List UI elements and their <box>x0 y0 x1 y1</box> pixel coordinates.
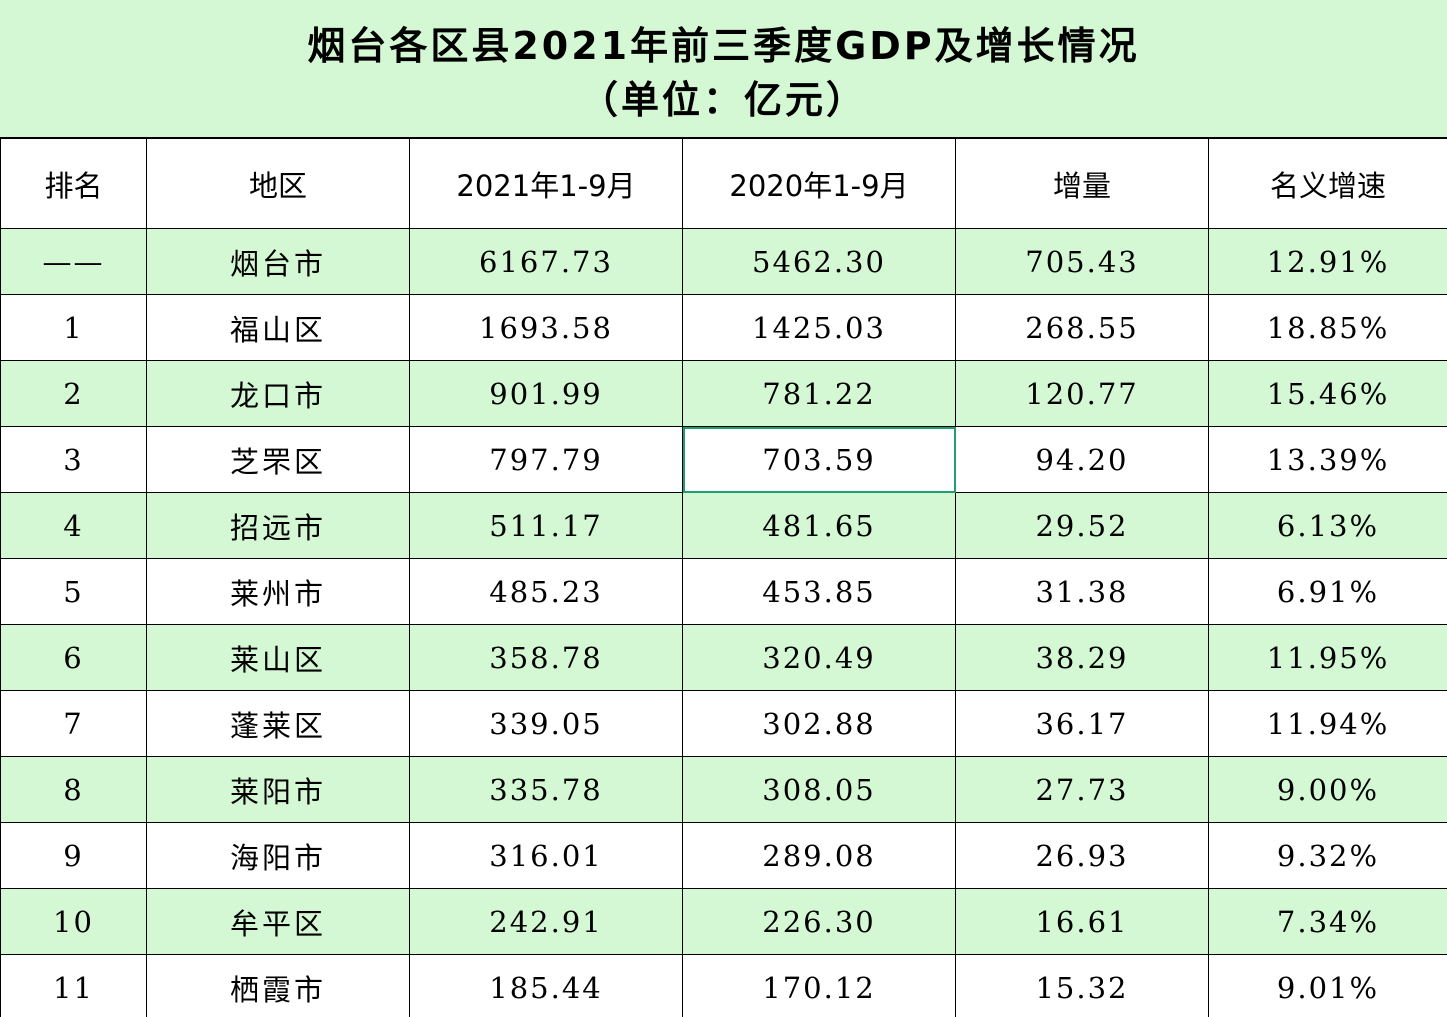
cell-region[interactable]: 莱州市 <box>146 558 410 625</box>
table-row: 7 蓬莱区 339.05 302.88 36.17 11.94% <box>0 690 1447 757</box>
cell-growth[interactable]: 9.01% <box>1208 954 1447 1017</box>
cell-growth[interactable]: 6.13% <box>1208 492 1447 559</box>
table-row: 9 海阳市 316.01 289.08 26.93 9.32% <box>0 822 1447 889</box>
header-growth[interactable]: 名义增速 <box>1208 138 1447 229</box>
cell-region[interactable]: 招远市 <box>146 492 410 559</box>
cell-region[interactable]: 栖霞市 <box>146 954 410 1017</box>
cell-rank[interactable]: 7 <box>0 690 147 757</box>
cell-2021[interactable]: 358.78 <box>409 624 683 691</box>
cell-region[interactable]: 莱山区 <box>146 624 410 691</box>
cell-increase[interactable]: 94.20 <box>955 426 1209 493</box>
cell-increase[interactable]: 27.73 <box>955 756 1209 823</box>
selected-cell-2020[interactable]: 703.59 <box>682 426 956 493</box>
table-row: —— 烟台市 6167.73 5462.30 705.43 12.91% <box>0 228 1447 295</box>
cell-2021[interactable]: 339.05 <box>409 690 683 757</box>
cell-rank[interactable]: 10 <box>0 888 147 955</box>
cell-rank[interactable]: 1 <box>0 294 147 361</box>
cell-2021[interactable]: 797.79 <box>409 426 683 493</box>
table-title: 烟台各区县2021年前三季度GDP及增长情况 <box>307 24 1140 68</box>
cell-rank[interactable]: 8 <box>0 756 147 823</box>
table-row: 4 招远市 511.17 481.65 29.52 6.13% <box>0 492 1447 559</box>
cell-region[interactable]: 海阳市 <box>146 822 410 889</box>
cell-increase[interactable]: 31.38 <box>955 558 1209 625</box>
cell-2020[interactable]: 302.88 <box>682 690 956 757</box>
cell-2021[interactable]: 901.99 <box>409 360 683 427</box>
cell-2020[interactable]: 481.65 <box>682 492 956 559</box>
cell-2021[interactable]: 185.44 <box>409 954 683 1017</box>
table-row: 6 莱山区 358.78 320.49 38.29 11.95% <box>0 624 1447 691</box>
cell-increase[interactable]: 16.61 <box>955 888 1209 955</box>
cell-2020[interactable]: 289.08 <box>682 822 956 889</box>
cell-2021[interactable]: 335.78 <box>409 756 683 823</box>
cell-region[interactable]: 烟台市 <box>146 228 410 295</box>
cell-region[interactable]: 芝罘区 <box>146 426 410 493</box>
cell-growth[interactable]: 6.91% <box>1208 558 1447 625</box>
cell-region[interactable]: 蓬莱区 <box>146 690 410 757</box>
cell-2020[interactable]: 170.12 <box>682 954 956 1017</box>
cell-2020[interactable]: 226.30 <box>682 888 956 955</box>
cell-increase[interactable]: 15.32 <box>955 954 1209 1017</box>
cell-rank[interactable]: 2 <box>0 360 147 427</box>
cell-increase[interactable]: 36.17 <box>955 690 1209 757</box>
header-2021[interactable]: 2021年1-9月 <box>409 138 683 229</box>
cell-increase[interactable]: 26.93 <box>955 822 1209 889</box>
cell-2021[interactable]: 511.17 <box>409 492 683 559</box>
table-row: 5 莱州市 485.23 453.85 31.38 6.91% <box>0 558 1447 625</box>
cell-increase[interactable]: 120.77 <box>955 360 1209 427</box>
cell-increase[interactable]: 268.55 <box>955 294 1209 361</box>
cell-2020[interactable]: 1425.03 <box>682 294 956 361</box>
cell-2020[interactable]: 308.05 <box>682 756 956 823</box>
cell-2021[interactable]: 485.23 <box>409 558 683 625</box>
cell-2020[interactable]: 5462.30 <box>682 228 956 295</box>
table-row: 2 龙口市 901.99 781.22 120.77 15.46% <box>0 360 1447 427</box>
cell-2021[interactable]: 242.91 <box>409 888 683 955</box>
cell-2021[interactable]: 1693.58 <box>409 294 683 361</box>
cell-rank[interactable]: 11 <box>0 954 147 1017</box>
cell-rank[interactable]: 9 <box>0 822 147 889</box>
table-row: 3 芝罘区 797.79 703.59 94.20 13.39% <box>0 426 1447 493</box>
cell-2020[interactable]: 320.49 <box>682 624 956 691</box>
header-increase[interactable]: 增量 <box>955 138 1209 229</box>
cell-2021[interactable]: 316.01 <box>409 822 683 889</box>
cell-growth[interactable]: 13.39% <box>1208 426 1447 493</box>
table-row: 1 福山区 1693.58 1425.03 268.55 18.85% <box>0 294 1447 361</box>
table-unit-subtitle: （单位：亿元） <box>579 78 867 122</box>
cell-increase[interactable]: 38.29 <box>955 624 1209 691</box>
cell-rank[interactable]: 4 <box>0 492 147 559</box>
cell-increase[interactable]: 29.52 <box>955 492 1209 559</box>
cell-region[interactable]: 牟平区 <box>146 888 410 955</box>
cell-rank[interactable]: —— <box>0 228 147 295</box>
cell-growth[interactable]: 9.00% <box>1208 756 1447 823</box>
cell-region[interactable]: 福山区 <box>146 294 410 361</box>
cell-growth[interactable]: 11.94% <box>1208 690 1447 757</box>
header-rank[interactable]: 排名 <box>0 138 147 229</box>
cell-rank[interactable]: 5 <box>0 558 147 625</box>
table-row: 10 牟平区 242.91 226.30 16.61 7.34% <box>0 888 1447 955</box>
title-cell[interactable]: 烟台各区县2021年前三季度GDP及增长情况 （单位：亿元） <box>0 0 1447 138</box>
header-2020[interactable]: 2020年1-9月 <box>682 138 956 229</box>
cell-growth[interactable]: 18.85% <box>1208 294 1447 361</box>
cell-2020[interactable]: 781.22 <box>682 360 956 427</box>
cell-2020[interactable]: 453.85 <box>682 558 956 625</box>
cell-region[interactable]: 莱阳市 <box>146 756 410 823</box>
cell-growth[interactable]: 15.46% <box>1208 360 1447 427</box>
cell-2021[interactable]: 6167.73 <box>409 228 683 295</box>
cell-growth[interactable]: 12.91% <box>1208 228 1447 295</box>
table-row: 11 栖霞市 185.44 170.12 15.32 9.01% <box>0 954 1447 1017</box>
cell-growth[interactable]: 11.95% <box>1208 624 1447 691</box>
cell-growth[interactable]: 9.32% <box>1208 822 1447 889</box>
cell-growth[interactable]: 7.34% <box>1208 888 1447 955</box>
header-row: 排名 地区 2021年1-9月 2020年1-9月 增量 名义增速 <box>0 138 1447 229</box>
cell-region[interactable]: 龙口市 <box>146 360 410 427</box>
cell-rank[interactable]: 6 <box>0 624 147 691</box>
header-region[interactable]: 地区 <box>146 138 410 229</box>
table-row: 8 莱阳市 335.78 308.05 27.73 9.00% <box>0 756 1447 823</box>
gdp-table: 排名 地区 2021年1-9月 2020年1-9月 增量 名义增速 —— 烟台市… <box>0 138 1447 1017</box>
cell-rank[interactable]: 3 <box>0 426 147 493</box>
cell-increase[interactable]: 705.43 <box>955 228 1209 295</box>
